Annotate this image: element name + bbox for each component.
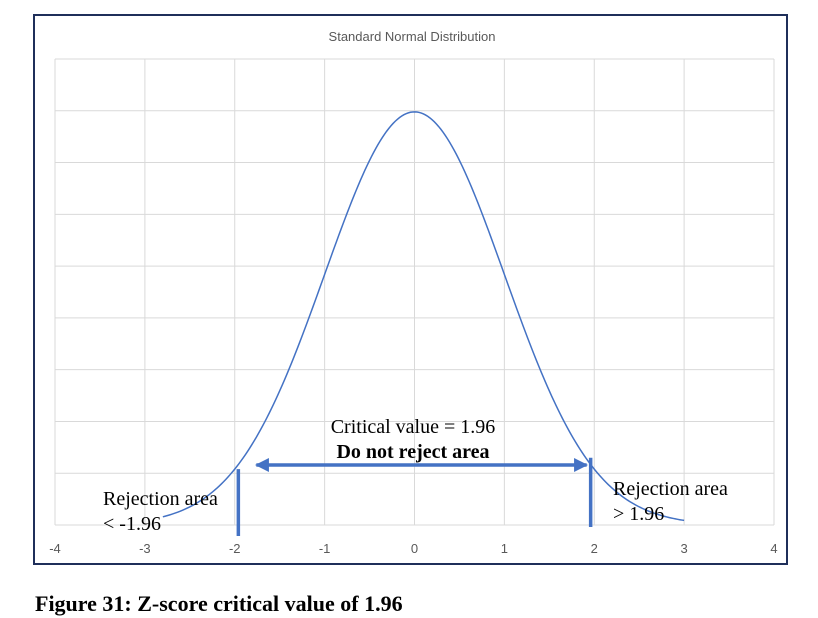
- left-rejection-label-line2: < -1.96: [103, 513, 161, 535]
- x-tick-label: 3: [681, 541, 688, 556]
- x-tick-label: 4: [770, 541, 777, 556]
- x-tick-label: 0: [411, 541, 418, 556]
- critical-value-label: Critical value = 1.96: [331, 416, 496, 438]
- chart-frame: Standard Normal Distribution -4 -3 -2 -1 0 1 2…: [33, 14, 788, 565]
- x-tick-label: -2: [229, 541, 241, 556]
- chart-svg: Standard Normal Distribution -4 -3 -2 -1 0 1 2…: [49, 29, 777, 556]
- x-tick-label: 1: [501, 541, 508, 556]
- x-tick-label: -3: [139, 541, 151, 556]
- left-rejection-label-line1: Rejection area: [103, 488, 218, 510]
- grid: [54, 58, 775, 526]
- normal-curve: [162, 111, 685, 522]
- do-not-reject-label: Do not reject area: [336, 441, 489, 463]
- right-rejection-label-line2: > 1.96: [613, 503, 664, 525]
- x-axis-ticks: -4 -3 -2 -1 0 1 2 3 4: [49, 541, 777, 556]
- right-rejection-label-line1: Rejection area: [613, 478, 728, 500]
- chart-title: Standard Normal Distribution: [329, 29, 496, 44]
- figure-caption: Figure 31: Z-score critical value of 1.9…: [35, 591, 403, 616]
- x-tick-label: -4: [49, 541, 61, 556]
- x-tick-label: 2: [591, 541, 598, 556]
- x-tick-label: -1: [319, 541, 331, 556]
